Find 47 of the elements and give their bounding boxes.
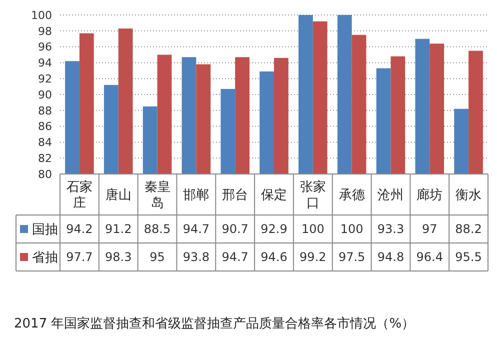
data-label: 97.7 (66, 250, 93, 264)
x-tick-label: 邢台 (222, 188, 248, 204)
y-tick-label: 84 (38, 136, 52, 150)
data-label: 94.2 (66, 222, 93, 236)
data-label: 94.7 (222, 250, 248, 264)
y-tick-label: 88 (38, 104, 52, 118)
y-tick-label: 92 (38, 72, 52, 86)
legend-label: 国抽 (32, 222, 58, 238)
x-tick-label: 邯郸 (183, 188, 210, 204)
legend-label: 省抽 (32, 250, 58, 266)
y-tick-label: 86 (38, 120, 52, 134)
data-label: 96.4 (416, 250, 443, 264)
x-tick-label: 衡水 (456, 188, 482, 204)
y-tick-label: 90 (38, 88, 52, 102)
x-tick-label: 廊坊 (416, 187, 443, 204)
data-label: 88.2 (455, 222, 482, 236)
x-tick-label: 石家庄 (66, 179, 92, 212)
data-label: 99.2 (300, 250, 326, 264)
data-label: 97.5 (338, 250, 366, 264)
x-tick-label: 保定 (261, 188, 287, 204)
data-label: 94.8 (377, 250, 404, 264)
y-tick-label: 82 (38, 152, 52, 165)
y-tick-label: 94 (38, 56, 52, 70)
data-label: 97 (422, 222, 438, 236)
data-label: 95 (150, 250, 165, 264)
x-tick-label: 唐山 (105, 188, 132, 204)
text: 2017 年国家监督抽查和省级监督抽查产品质量合格率各市情况（%） (14, 316, 415, 332)
data-label: 100 (340, 222, 364, 236)
x-tick-label: 秦皇岛 (144, 180, 170, 212)
data-label: 95.5 (455, 250, 482, 264)
data-label: 88.5 (144, 222, 171, 236)
y-tick-label: 80 (38, 168, 52, 181)
data-label: 90.7 (222, 222, 248, 236)
x-tick-label: 承德 (338, 188, 365, 204)
data-label: 93.3 (377, 222, 404, 236)
data-label: 94.7 (182, 222, 210, 236)
data-label: 91.2 (105, 222, 132, 236)
x-tick-label: 张家口 (300, 179, 326, 212)
y-tick-label: 96 (38, 40, 52, 54)
data-label: 94.6 (260, 250, 288, 264)
y-tick-label: 98 (38, 24, 52, 38)
x-tick-label: 沧州 (378, 188, 404, 204)
data-label: 93.8 (182, 250, 210, 264)
data-label: 100 (301, 222, 324, 236)
y-tick-label: 100 (31, 8, 52, 22)
data-label: 98.3 (105, 250, 132, 264)
data-label: 92.9 (260, 222, 288, 236)
